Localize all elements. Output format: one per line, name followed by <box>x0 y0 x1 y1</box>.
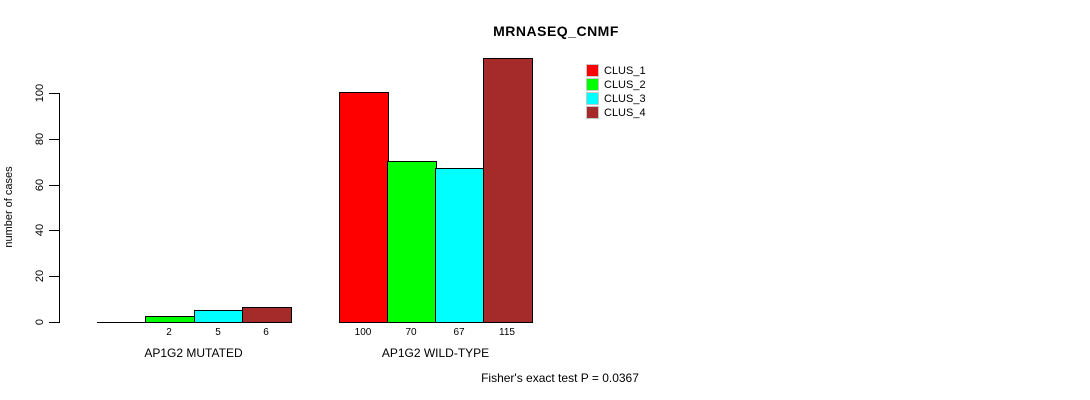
bar-clus_4-group2 <box>483 58 533 323</box>
legend-swatch-icon <box>586 106 599 119</box>
y-tick-mark-80 <box>49 139 59 140</box>
legend-row-clus_4: CLUS_4 <box>586 106 646 119</box>
y-axis-line <box>59 93 60 323</box>
bar-value-label: 6 <box>263 327 269 338</box>
bar-clus_1-group2 <box>339 92 389 323</box>
y-tick-mark-40 <box>49 230 59 231</box>
y-tick-label-40: 40 <box>34 223 46 237</box>
y-tick-mark-0 <box>49 322 59 323</box>
legend-label: CLUS_1 <box>604 64 646 77</box>
legend-row-clus_2: CLUS_2 <box>586 78 646 91</box>
bar-clus_2-group1 <box>145 316 195 323</box>
group-label-1: AP1G2 MUTATED <box>144 346 243 360</box>
y-tick-mark-60 <box>49 185 59 186</box>
legend-label: CLUS_2 <box>604 78 646 91</box>
footer-annotation: Fisher's exact test P = 0.0367 <box>481 371 639 385</box>
y-tick-mark-20 <box>49 276 59 277</box>
legend-label: CLUS_3 <box>604 92 646 105</box>
y-tick-label-20: 20 <box>34 269 46 283</box>
y-tick-label-60: 60 <box>34 178 46 192</box>
bar-clus_3-group1 <box>194 310 244 323</box>
legend-row-clus_3: CLUS_3 <box>586 92 646 105</box>
legend-row-clus_1: CLUS_1 <box>586 64 646 77</box>
y-tick-label-80: 80 <box>34 132 46 146</box>
group-label-2: AP1G2 WILD-TYPE <box>381 346 490 360</box>
chart-title: MRNASEQ_CNMF <box>493 23 619 39</box>
bar-value-label: 5 <box>215 327 221 338</box>
legend: CLUS_1 CLUS_2 CLUS_3 CLUS_4 <box>586 64 646 120</box>
bar-value-label: 70 <box>405 327 417 338</box>
bar-clus_4-group1 <box>242 307 292 323</box>
legend-swatch-icon <box>586 64 599 77</box>
legend-swatch-icon <box>586 92 599 105</box>
bar-clus_3-group2 <box>435 168 485 323</box>
y-tick-label-0: 0 <box>34 318 46 326</box>
bar-value-label: 100 <box>354 327 372 338</box>
bar-value-label: 67 <box>453 327 465 338</box>
bar-clus_2-group2 <box>387 161 437 323</box>
y-axis-label: number of cases <box>3 166 15 248</box>
y-tick-label-100: 100 <box>34 83 46 103</box>
bar-value-label: 115 <box>499 327 515 338</box>
bar-value-label: 2 <box>166 327 172 338</box>
legend-label: CLUS_4 <box>604 106 646 119</box>
legend-swatch-icon <box>586 78 599 91</box>
y-tick-mark-100 <box>49 93 59 94</box>
bar-clus_1-group1 <box>97 322 145 323</box>
